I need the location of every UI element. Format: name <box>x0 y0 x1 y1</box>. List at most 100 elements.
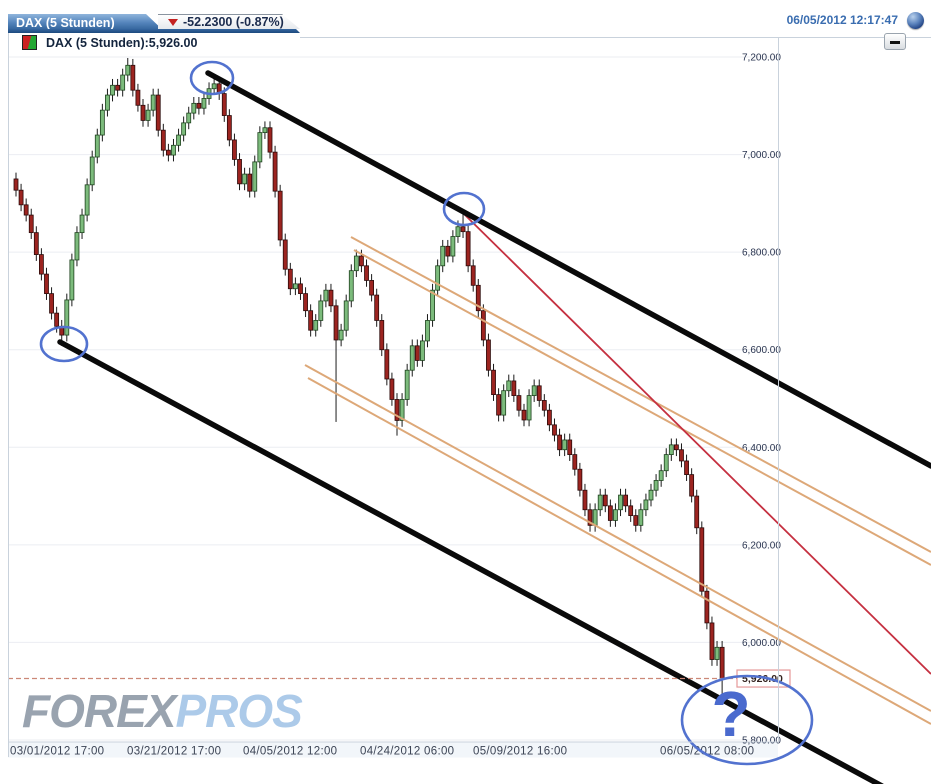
candle-up <box>191 102 197 114</box>
y-axis-label: 6,000.00 <box>742 638 781 649</box>
candle-down <box>496 394 502 416</box>
candle-down <box>18 189 24 206</box>
series-legend-label: DAX (5 Stunden):5,926.00 <box>46 35 198 50</box>
candle-up <box>242 173 248 185</box>
annotation-ellipse[interactable] <box>442 191 486 227</box>
tab-underline <box>8 29 300 33</box>
candle-down <box>547 409 552 426</box>
candlestick-series-icon <box>22 35 37 50</box>
candle-up <box>455 226 461 237</box>
annotation-ellipse[interactable] <box>39 325 89 363</box>
candle-down <box>628 505 634 516</box>
candle-up <box>64 299 70 336</box>
candle-down <box>140 104 146 121</box>
candle-down <box>516 395 522 411</box>
candle-down <box>577 468 583 491</box>
candle-down <box>389 378 395 400</box>
tab-symbol-label: DAX (5 Stunden) <box>16 16 115 30</box>
candle-down <box>623 494 628 507</box>
candle-up <box>435 265 441 291</box>
candle-down <box>607 505 613 521</box>
candle-down <box>328 289 334 307</box>
candle-up <box>211 83 217 90</box>
candle-up <box>186 112 192 124</box>
trendline-orange[interactable] <box>307 377 931 725</box>
candle-up <box>638 509 644 526</box>
minimize-button[interactable] <box>884 33 906 50</box>
candle-up <box>348 270 354 302</box>
candle-down <box>541 400 547 411</box>
candle-down <box>374 294 380 321</box>
candle-down <box>694 495 700 529</box>
y-axis-label: 5,800.00 <box>742 736 781 747</box>
candle-up <box>648 489 654 501</box>
candle-down <box>719 646 725 679</box>
x-axis-label: 05/09/2012 16:00 <box>473 746 567 758</box>
tab-symbol[interactable]: DAX (5 Stunden) <box>8 14 166 33</box>
candle-down <box>414 345 420 361</box>
candle-up <box>399 399 405 421</box>
candle-up <box>562 439 568 451</box>
candle-up <box>313 320 319 331</box>
candle-down <box>333 305 339 341</box>
candle-up <box>419 340 425 361</box>
candle-down <box>486 339 491 371</box>
trendline-red[interactable] <box>461 211 931 675</box>
watermark-pros: PROS <box>175 685 302 737</box>
trendline-black[interactable] <box>57 339 884 784</box>
candle-up <box>409 345 415 371</box>
y-axis-label: 7,000.00 <box>742 150 781 161</box>
annotation-ellipse[interactable] <box>680 674 814 766</box>
candle-down <box>155 94 161 131</box>
candle-up <box>252 161 258 192</box>
candle-down <box>232 139 237 160</box>
trendline-orange[interactable] <box>350 236 931 553</box>
candle-up <box>592 509 598 526</box>
candle-up <box>150 94 156 111</box>
candle-up <box>257 132 263 163</box>
trendline-orange[interactable] <box>353 249 931 566</box>
candle-down <box>587 509 593 526</box>
candle-down <box>39 254 44 275</box>
candle-down <box>160 129 166 151</box>
candle-down <box>684 460 689 476</box>
candle-up <box>343 300 349 331</box>
candle-up <box>99 109 105 136</box>
candle-down <box>465 231 471 267</box>
candle-up <box>714 646 720 660</box>
candle-down <box>536 385 542 401</box>
server-timestamp: 06/05/2012 12:17:47 <box>786 13 898 27</box>
candle-up <box>353 255 359 272</box>
candle-down <box>359 255 364 267</box>
candle-down <box>369 280 375 296</box>
annotation-ellipse[interactable] <box>189 60 235 96</box>
candle-down <box>237 159 242 185</box>
y-axis-label: 6,600.00 <box>742 345 781 356</box>
candle-down <box>572 454 578 470</box>
candle-up <box>338 329 344 341</box>
candle-up <box>125 64 131 76</box>
candle-down <box>491 369 496 395</box>
candle-down <box>552 424 557 436</box>
trendline-black[interactable] <box>205 70 931 469</box>
candle-down <box>379 320 385 351</box>
candle-down <box>480 310 486 341</box>
candle-up <box>201 98 207 109</box>
candle-down <box>13 178 19 191</box>
trendline-orange[interactable] <box>304 364 931 712</box>
minimize-icon <box>890 41 900 44</box>
candle-up <box>69 259 75 301</box>
tab-change[interactable]: -52.2300 (-0.87%) <box>158 14 300 29</box>
x-axis-band <box>8 742 778 758</box>
globe-icon[interactable] <box>907 12 924 29</box>
candle-down <box>582 489 588 511</box>
candle-down <box>470 265 476 286</box>
candle-down <box>44 273 49 295</box>
candle-up <box>643 499 649 511</box>
down-triangle-icon <box>168 19 178 27</box>
candle-down <box>135 89 141 106</box>
candle-up <box>618 494 623 511</box>
candle-up <box>404 369 410 400</box>
candle-down <box>247 173 253 192</box>
